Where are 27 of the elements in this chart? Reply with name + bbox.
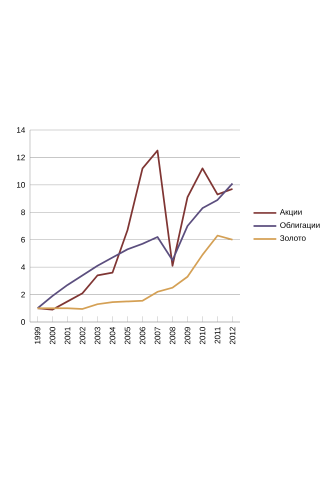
- x-tick-label: 2011: [214, 327, 220, 344]
- x-tick-label: 2000: [50, 327, 56, 344]
- y-tick-label: 4: [21, 264, 26, 270]
- y-tick-label: 8: [21, 209, 25, 216]
- legend-label: Акции: [280, 209, 302, 216]
- x-tick-label: 2001: [64, 327, 70, 344]
- x-tick-label: 2012: [230, 327, 236, 344]
- x-tick-label: 2004: [110, 326, 116, 344]
- x-tick-label: 2003: [94, 327, 100, 344]
- y-tick-label: 2: [21, 292, 25, 298]
- x-tick-label: 1999: [34, 327, 40, 344]
- x-tick-label: 2007: [154, 327, 160, 344]
- x-tick-label: 2006: [140, 327, 146, 344]
- y-tick-label: 14: [16, 127, 26, 133]
- y-tick-label: 10: [16, 182, 25, 188]
- x-tick-label: 2005: [124, 327, 130, 344]
- x-tick-label: 2008: [170, 327, 176, 344]
- y-tick-label: 12: [16, 154, 25, 160]
- legend-label: Золото: [280, 235, 306, 241]
- y-tick-label: 0: [21, 319, 25, 325]
- line-series: [36, 182, 234, 310]
- x-tick-label: 2002: [80, 327, 86, 344]
- x-tick-label: 2010: [200, 327, 206, 344]
- y-tick-label: 6: [21, 236, 25, 243]
- line-series: [36, 150, 234, 311]
- legend-label: Облигации: [280, 222, 320, 230]
- x-tick-label: 2009: [184, 327, 190, 344]
